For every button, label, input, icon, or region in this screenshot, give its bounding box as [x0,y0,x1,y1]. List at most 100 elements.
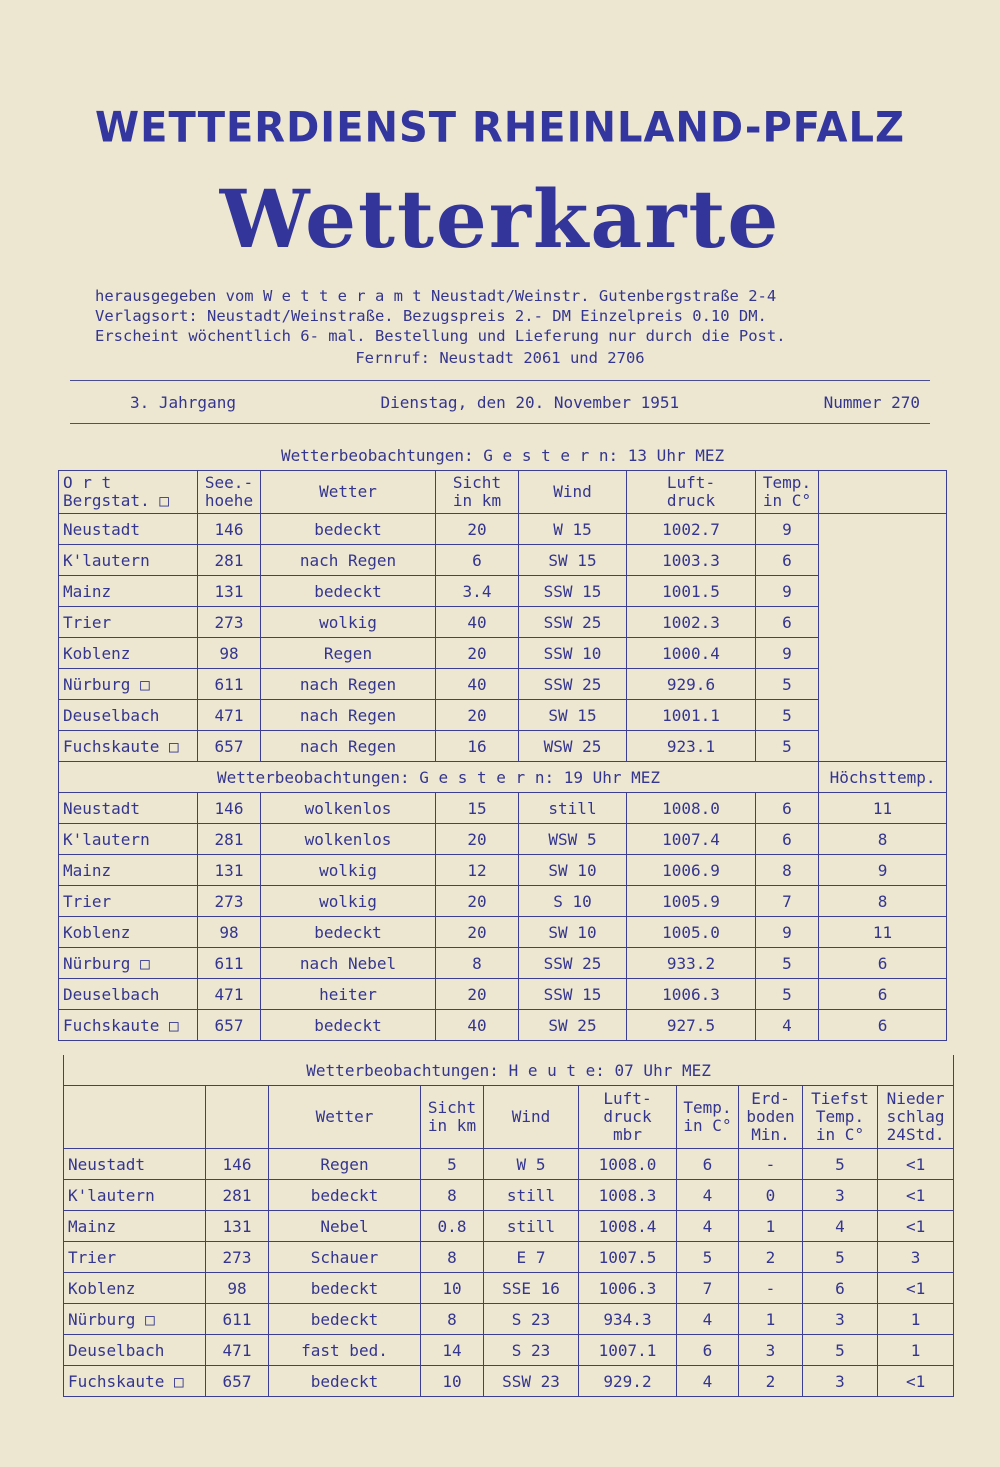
pressure-cell: 933.2 [626,947,756,979]
wind-cell: SW 10 [518,916,627,948]
table-row: K'lautern 281 bedeckt 8 still 1008.3 4 0 3 <1 [63,1179,955,1211]
column-header: Temp. in C° [676,1085,739,1149]
wind-cell: S 10 [518,885,627,917]
weather-cell: wolkenlos [260,792,436,824]
table-row: Mainz 131 bedeckt 3.4 SSW 15 1001.5 9 [58,575,947,607]
wind-cell: WSW 5 [518,823,627,855]
visibility-cell: 20 [435,885,519,917]
table-row: Trier 273 wolkig 20 S 10 1005.9 7 8 [58,885,948,917]
max-temperature-cell: 6 [817,947,948,979]
wind-cell: still [483,1179,579,1211]
precipitation-cell: <1 [876,1210,955,1242]
pressure-cell: 929.2 [578,1365,677,1397]
precipitation-cell: <1 [876,1179,955,1211]
station-cell: Mainz [58,854,198,886]
max-temperature-cell: 6 [817,1009,948,1041]
column-header [817,470,948,514]
wind-cell: W 5 [483,1148,579,1180]
column-header: Luft-druck [626,470,756,514]
temperature-cell: 8 [755,854,819,886]
pressure-cell: 1005.0 [626,916,756,948]
station-cell: K'lautern [58,544,198,576]
visibility-cell: 20 [435,637,519,669]
min-temperature-cell: 3 [802,1365,878,1397]
weather-cell: nach Regen [260,699,436,731]
station-cell: Nürburg □ [63,1303,206,1335]
pressure-cell: 1008.0 [626,792,756,824]
weather-cell: Regen [268,1148,421,1180]
station-cell: Fuchskaute □ [63,1365,206,1397]
station-cell: Deuselbach [63,1334,206,1366]
altitude-cell: 131 [205,1210,269,1242]
phone-line: Fernruf: Neustadt 2061 und 2706 [355,349,645,367]
pressure-cell: 927.5 [626,1009,756,1041]
temperature-cell: 9 [755,637,819,669]
temperature-cell: 6 [676,1334,739,1366]
weather-cell: nach Regen [260,544,436,576]
ground-min-cell: - [738,1272,803,1304]
pressure-cell: 1000.4 [626,637,756,669]
wind-cell: still [518,792,627,824]
station-cell: Neustadt [63,1148,206,1180]
altitude-cell: 657 [197,730,261,762]
table-row: Koblenz 98 bedeckt 20 SW 10 1005.0 9 11 [58,916,948,948]
visibility-cell: 15 [435,792,519,824]
temperature-cell: 5 [755,730,819,762]
ground-min-cell: 3 [738,1334,803,1366]
visibility-cell: 8 [420,1303,484,1335]
column-header: Tiefst Temp. in C° [802,1085,878,1149]
wind-cell: SSW 23 [483,1365,579,1397]
visibility-cell: 40 [435,1009,519,1041]
table-row: Deuselbach 471 nach Regen 20 SW 15 1001.1 5 [58,699,947,731]
pressure-cell: 929.6 [626,668,756,700]
station-cell: Fuchskaute □ [58,1009,198,1041]
ground-min-cell: - [738,1148,803,1180]
weather-cell: Regen [260,637,436,669]
temperature-cell: 9 [755,513,819,545]
table-row: Deuselbach 471 fast bed. 14 S 23 1007.1 6 3 5 1 [63,1334,955,1366]
station-cell: Koblenz [58,916,198,948]
weather-cell: bedeckt [260,916,436,948]
max-temperature-cell: 11 [817,916,948,948]
observations-yesterday-table: Wetterbeobachtungen: G e s t e r n: 13 U… [58,440,948,1041]
table-row: K'lautern 281 wolkenlos 20 WSW 5 1007.4 6 8 [58,823,948,855]
precipitation-cell: <1 [876,1148,955,1180]
column-header: Höchsttemp. [817,761,948,793]
visibility-cell: 20 [435,513,519,545]
temperature-cell: 6 [755,792,819,824]
pressure-cell: 1007.5 [578,1241,677,1273]
publisher-line: herausgegeben vom W e t t e r a m t Neus… [95,287,777,305]
altitude-cell: 131 [197,854,261,886]
wind-cell: SW 25 [518,1009,627,1041]
visibility-cell: 20 [435,699,519,731]
temperature-cell: 5 [755,978,819,1010]
station-cell: K'lautern [58,823,198,855]
pressure-cell: 1003.3 [626,544,756,576]
section-title: Wetterbeobachtungen: G e s t e r n: 13 U… [281,445,725,465]
table-row: Trier 273 wolkig 40 SSW 25 1002.3 6 [58,606,947,638]
table-row: Koblenz 98 Regen 20 SSW 10 1000.4 9 [58,637,947,669]
pressure-cell: 1008.3 [578,1179,677,1211]
weather-cell: wolkig [260,606,436,638]
weather-cell: nach Nebel [260,947,436,979]
wind-cell: SSW 25 [518,606,627,638]
visibility-cell: 20 [435,978,519,1010]
table-row: Mainz 131 wolkig 12 SW 10 1006.9 8 9 [58,854,948,886]
min-temperature-cell: 3 [802,1179,878,1211]
altitude-cell: 611 [205,1303,269,1335]
station-cell: Neustadt [58,792,198,824]
altitude-cell: 281 [197,823,261,855]
weather-cell: wolkig [260,885,436,917]
min-temperature-cell: 4 [802,1210,878,1242]
station-cell: Nürburg □ [58,668,198,700]
issue-date: Dienstag, den 20. November 1951 [380,393,680,412]
temperature-cell: 5 [755,699,819,731]
min-temperature-cell: 3 [802,1303,878,1335]
column-header: Wind [483,1085,579,1149]
weather-cell: bedeckt [260,1009,436,1041]
pressure-cell: 1008.0 [578,1148,677,1180]
column-header: Erd-boden Min. [738,1085,803,1149]
station-cell: Mainz [58,575,198,607]
column-header: Sicht in km [420,1085,484,1149]
temperature-cell: 4 [755,1009,819,1041]
